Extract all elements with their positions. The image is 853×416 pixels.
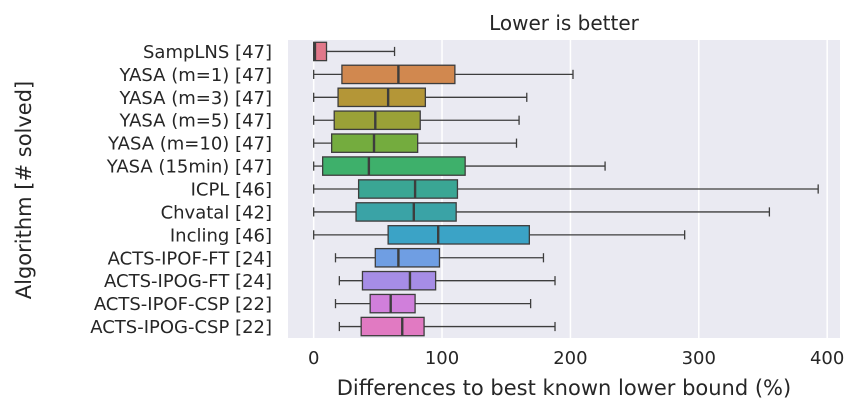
y-tick-label: Chvatal [42] (161, 202, 272, 223)
x-tick-labels: 0 100 200 300 400 (308, 348, 844, 369)
x-tick-label: 200 (553, 348, 587, 369)
box-layer (313, 41, 819, 337)
box-group (338, 270, 556, 291)
x-tick-label: 0 (308, 348, 319, 369)
y-tick-label: ICPL [46] (191, 180, 272, 201)
box-iqr (355, 202, 457, 222)
y-tick-label: ACTS-IPOF-FT [24] (108, 248, 272, 269)
box-iqr (313, 41, 328, 62)
box-group (334, 293, 532, 314)
box-iqr (369, 293, 416, 314)
box-group (313, 110, 520, 131)
y-tick-label: YASA (15min) [47] (106, 157, 272, 178)
box-iqr (322, 156, 466, 176)
box-group (313, 41, 396, 62)
box-group (313, 156, 606, 176)
box-group (313, 179, 819, 199)
box-group (313, 133, 518, 153)
x-axis-label: Differences to best known lower bound (%… (337, 376, 791, 400)
y-tick-label: ACTS-IPOG-CSP [22] (90, 317, 272, 338)
y-tick-label: ACTS-IPOF-CSP [22] (94, 294, 272, 315)
y-tick-label: YASA (m=5) [47] (119, 111, 273, 132)
y-tick-label: YASA (m=1) [47] (119, 65, 273, 86)
box-group (338, 316, 556, 337)
y-tick-label: ACTS-IPOG-FT [24] (104, 271, 272, 292)
y-tick-label: YASA (m=10) [47] (107, 134, 272, 155)
box-iqr (361, 270, 437, 291)
box-iqr (333, 110, 421, 131)
box-iqr (337, 87, 427, 108)
y-tick-label: Incling [46] (170, 225, 272, 246)
box-group (313, 225, 686, 245)
box-iqr (357, 179, 459, 199)
box-iqr (360, 316, 425, 337)
box-group (334, 247, 545, 268)
y-tick-label: SampLNS [47] (143, 42, 272, 63)
box-iqr (374, 247, 441, 268)
chart-title: Lower is better (489, 11, 640, 35)
box-group (313, 87, 528, 108)
x-tick-label: 400 (810, 348, 844, 369)
y-axis-label: Algorithm [# solved] (12, 81, 36, 299)
x-tick-label: 300 (682, 348, 716, 369)
y-tick-label: YASA (m=3) [47] (119, 88, 273, 109)
box-iqr (387, 225, 530, 245)
box-group (313, 202, 771, 222)
x-tick-label: 100 (425, 348, 459, 369)
box-group (313, 64, 574, 85)
y-tick-labels: SampLNS [47]YASA (m=1) [47]YASA (m=3) [4… (90, 42, 272, 338)
